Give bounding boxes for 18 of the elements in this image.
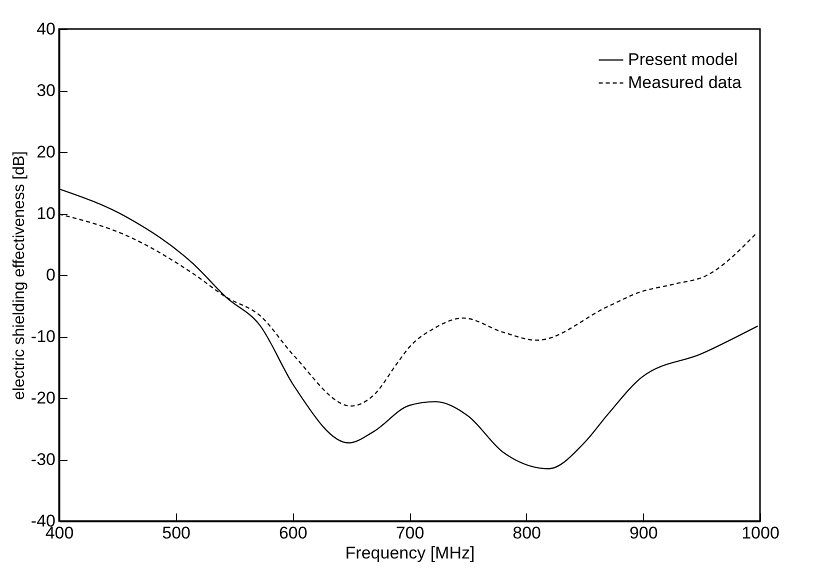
y-tick-label: 10 [36, 204, 56, 223]
x-tick-label: 1000 [742, 524, 780, 542]
y-tick-label: 30 [36, 81, 56, 100]
y-axis-title: electric shielding effectiveness [dB] [10, 151, 28, 400]
y-tick-label: -20 [30, 388, 56, 408]
y-tick-label: 0 [46, 266, 56, 284]
x-tick-label: 800 [512, 524, 542, 542]
y-tick-label: -10 [30, 327, 56, 346]
x-axis-title: Frequency [MHz] [345, 544, 475, 562]
y-tick-label: 40 [36, 20, 56, 38]
x-tick-label: 600 [278, 524, 308, 542]
x-tick-label: 900 [629, 524, 658, 542]
y-tick-label: 20 [36, 142, 56, 162]
x-tick-label: 700 [396, 524, 424, 542]
legend-label: Present model [628, 50, 738, 69]
x-tick-label: 500 [162, 524, 191, 542]
y-tick-label: -30 [30, 450, 56, 469]
legend-label: Measured data [628, 73, 742, 92]
